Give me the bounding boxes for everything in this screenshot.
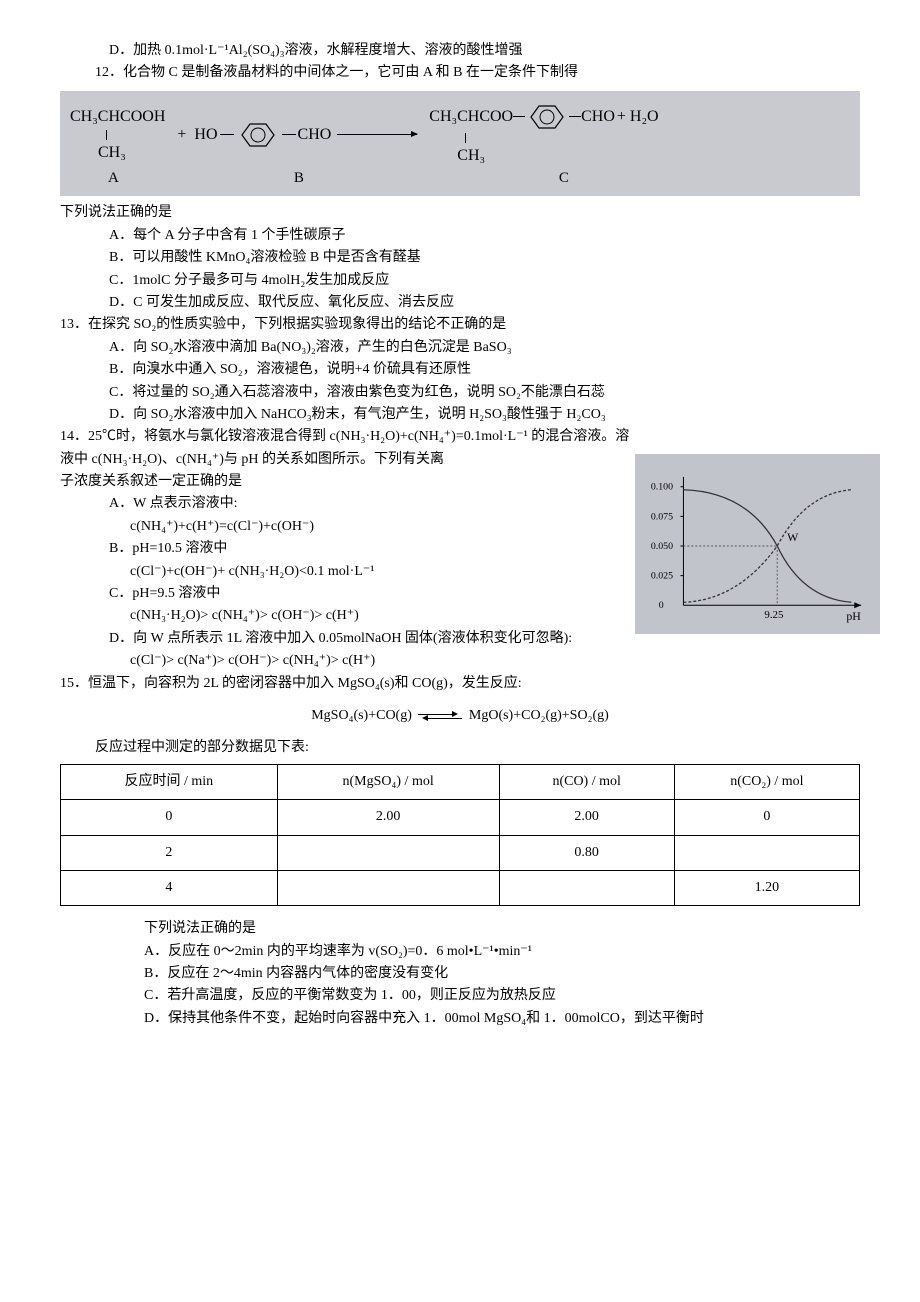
q13-option-c: C．将过量的 SO₂通入石蕊溶液中，溶液由紫色变为红色，说明 SO₂不能漂白石蕊 — [60, 382, 860, 404]
q14-option-b-line2: c(Cl⁻)+c(OH⁻)+ c(NH₃·H₂O)<0.1 mol·L⁻¹ — [60, 561, 610, 583]
svg-text:0: 0 — [659, 600, 664, 611]
table-cell — [674, 835, 859, 870]
q14-stem-line1: 14．25℃时，将氨水与氯化铵溶液混合得到 c(NH₃·H₂O)+c(NH₄⁺)… — [60, 426, 860, 448]
benzene-ring-2 — [525, 101, 569, 133]
q13-option-d: D．向 SO₂水溶液中加入 NaHCO₃粉末，有气泡产生，说明 H₂SO₃酸性强… — [60, 404, 860, 426]
q13-stem: 13．在探究 SO₂的性质实验中，下列根据实验现象得出的结论不正确的是 — [60, 314, 860, 336]
q15-option-b: B．反应在 2～4min 内容器内气体的密度没有变化 — [60, 963, 860, 985]
q12-stem: 12．化合物 C 是制备液晶材料的中间体之一，它可由 A 和 B 在一定条件下制… — [60, 62, 860, 84]
q12-reaction-image: CH₃CHCOOH CH₃ + HO CHO CH₃CHCOO CHO + — [60, 91, 860, 197]
table-cell — [499, 870, 674, 905]
table-cell: 1.20 — [674, 870, 859, 905]
q15-option-a: A．反应在 0～2min 内的平均速率为 v(SO₂)=0．6 mol•L⁻¹•… — [60, 941, 860, 963]
q14-option-b-line1: B．pH=10.5 溶液中 — [60, 538, 610, 560]
equilibrium-arrow — [418, 711, 462, 721]
table-header-cell: n(CO₂) / mol — [674, 764, 859, 799]
label-a: A — [108, 166, 119, 190]
q15-option-d: D．保持其他条件不变，起始时向容器中充入 1．00mol MgSO₄和 1．00… — [60, 1008, 860, 1030]
q11-option-d: D．加热 0.1mol·L⁻¹Al₂(SO₄)₃溶液，水解程度增大、溶液的酸性增… — [60, 40, 860, 62]
q14-option-c-line1: C．pH=9.5 溶液中 — [60, 583, 610, 605]
table-header-cell: n(MgSO₄) / mol — [277, 764, 499, 799]
q15-equation: MgSO₄(s)+CO(g) MgO(s)+CO₂(g)+SO₂(g) — [60, 705, 860, 727]
product-c-line2: CH₃ — [457, 143, 485, 169]
q12-option-a: A．每个 A 分子中含有 1 个手性碳原子 — [60, 225, 860, 247]
table-cell: 0.80 — [499, 835, 674, 870]
plus-sign-1: + — [177, 122, 186, 148]
ho-group: HO — [194, 122, 217, 148]
q14-container: 14．25℃时，将氨水与氯化铵溶液混合得到 c(NH₃·H₂O)+c(NH₄⁺)… — [60, 426, 860, 672]
reaction-arrow — [337, 134, 417, 135]
svg-text:0.025: 0.025 — [651, 571, 673, 582]
table-header-cell: n(CO) / mol — [499, 764, 674, 799]
label-c: C — [559, 166, 569, 190]
eq-left: MgSO₄(s)+CO(g) — [311, 708, 412, 723]
q12-option-c: C．1molC 分子最多可与 4molH₂发生加成反应 — [60, 270, 860, 292]
q13-option-a: A．向 SO₂水溶液中滴加 Ba(NO₃)₂溶液，产生的白色沉淀是 BaSO₃ — [60, 337, 860, 359]
q15-option-c: C．若升高温度，反应的平衡常数变为 1．00，则正反应为放热反应 — [60, 985, 860, 1007]
cho-group-1: CHO — [298, 122, 332, 148]
label-b: B — [294, 166, 304, 190]
q15-table-intro: 反应过程中测定的部分数据见下表: — [60, 737, 860, 759]
q14-option-a-line1: A．W 点表示溶液中: — [60, 493, 610, 515]
svg-text:0.075: 0.075 — [651, 512, 673, 523]
table-cell — [277, 870, 499, 905]
table-cell: 2 — [61, 835, 278, 870]
table-cell: 2.00 — [277, 800, 499, 835]
reactant-a-line2: CH₃ — [98, 140, 126, 166]
q14-graph: c/mol·L⁻¹ 0 0.025 0.050 0.075 0.100 W 9.… — [635, 454, 880, 634]
table-cell — [277, 835, 499, 870]
q14-stem-line2: 液中 c(NH₃·H₂O)、c(NH₄⁺)与 pH 的关系如图所示。下列有关离 — [60, 449, 610, 471]
product-c-line1: CH₃CHCOO — [429, 104, 513, 130]
plus-water: + H₂O — [617, 104, 659, 130]
q15-prompt: 下列说法正确的是 — [60, 918, 860, 940]
table-cell: 0 — [61, 800, 278, 835]
q14-option-d-line2: c(Cl⁻)> c(Na⁺)> c(OH⁻)> c(NH₄⁺)> c(H⁺) — [60, 650, 860, 672]
table-row: 02.002.000 — [61, 800, 860, 835]
q15-stem: 15．恒温下，向容积为 2L 的密闭容器中加入 MgSO₄(s)和 CO(g)，… — [60, 673, 860, 695]
table-cell: 0 — [674, 800, 859, 835]
q12-option-b: B．可以用酸性 KMnO₄溶液检验 B 中是否含有醛基 — [60, 247, 860, 269]
q14-option-c-line2: c(NH₃·H₂O)> c(NH₄⁺)> c(OH⁻)> c(H⁺) — [60, 605, 610, 627]
q12-option-d: D．C 可发生加成反应、取代反应、氧化反应、消去反应 — [60, 292, 860, 314]
q14-option-a-line2: c(NH₄⁺)+c(H⁺)=c(Cl⁻)+c(OH⁻) — [60, 516, 610, 538]
graph-xlabel: pH — [846, 609, 861, 623]
q12-prompt: 下列说法正确的是 — [60, 202, 860, 224]
table-row: 20.80 — [61, 835, 860, 870]
table-header-row: 反应时间 / min n(MgSO₄) / mol n(CO) / mol n(… — [61, 764, 860, 799]
q15-data-table: 反应时间 / min n(MgSO₄) / mol n(CO) / mol n(… — [60, 764, 860, 907]
cho-group-2: CHO — [581, 104, 615, 130]
benzene-ring-1 — [236, 119, 280, 151]
table-header-cell: 反应时间 / min — [61, 764, 278, 799]
eq-right: MgO(s)+CO₂(g)+SO₂(g) — [469, 708, 609, 723]
q13-option-b: B．向溴水中通入 SO₂，溶液褪色，说明+4 价硫具有还原性 — [60, 359, 860, 381]
graph-w-label: W — [787, 530, 799, 544]
svg-text:0.100: 0.100 — [651, 482, 673, 493]
q14-stem-line3: 子浓度关系叙述一定正确的是 — [60, 471, 610, 493]
table-cell: 2.00 — [499, 800, 674, 835]
graph-xmark: 9.25 — [764, 609, 783, 621]
reactant-a-line1: CH₃CHCOOH — [70, 104, 165, 130]
table-row: 41.20 — [61, 870, 860, 905]
table-cell: 4 — [61, 870, 278, 905]
svg-text:0.050: 0.050 — [651, 541, 673, 552]
